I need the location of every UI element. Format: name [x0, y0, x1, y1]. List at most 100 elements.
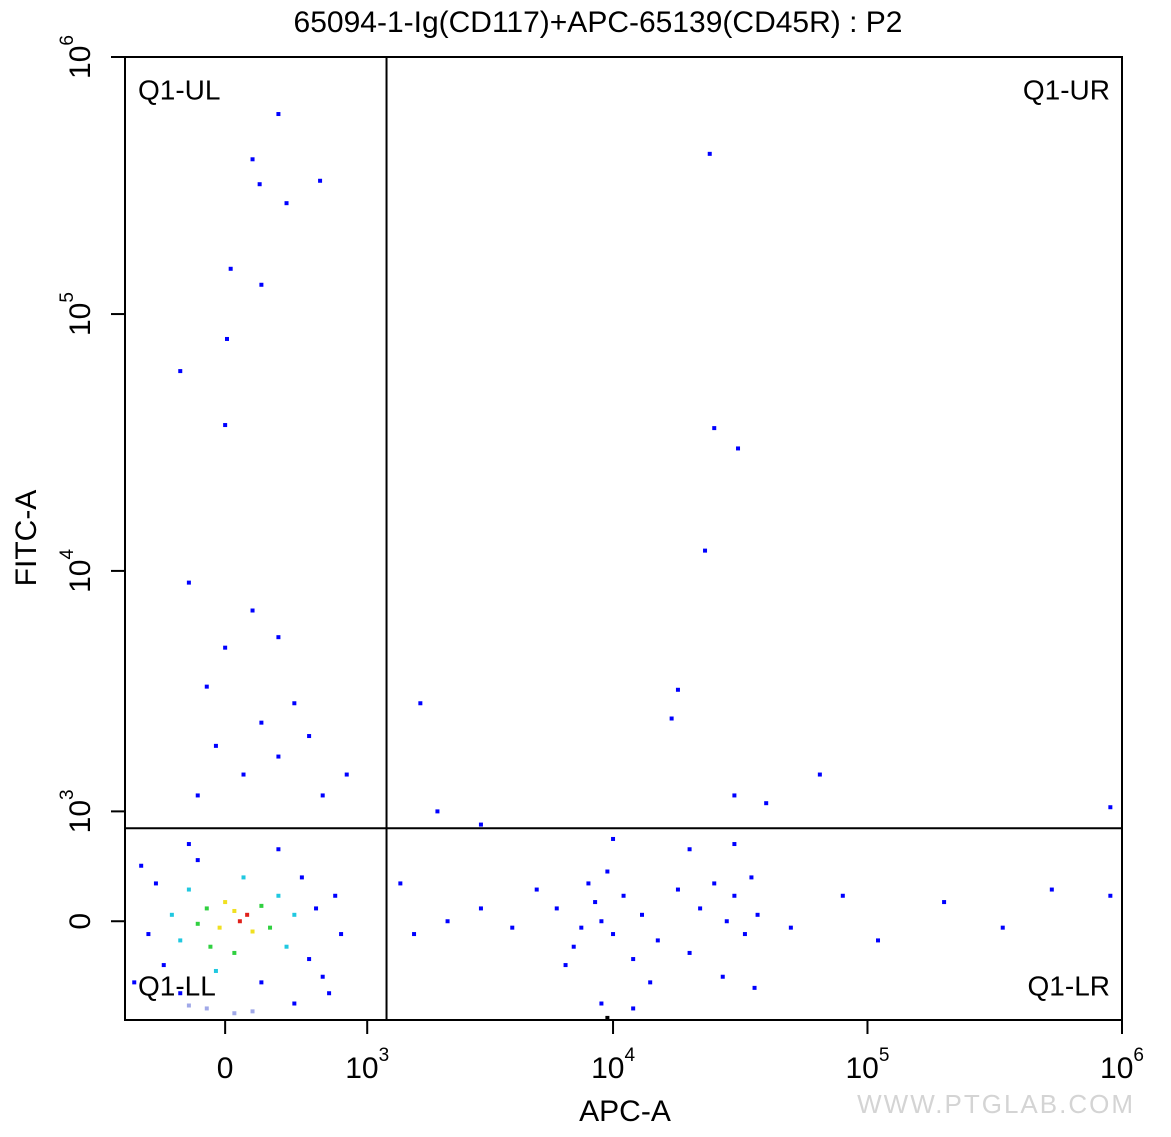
point: [1108, 893, 1113, 898]
plot-frame: [124, 56, 1123, 1021]
quadrant-label: Q1-UR: [1023, 74, 1110, 105]
point: [724, 919, 729, 924]
point: [1000, 925, 1005, 930]
tick-base: 10: [845, 1052, 878, 1085]
point: [276, 754, 281, 759]
point: [655, 938, 660, 943]
point: [554, 906, 559, 911]
point: [178, 938, 183, 943]
point: [687, 950, 692, 955]
point: [510, 925, 515, 930]
point: [237, 919, 242, 924]
tick-base: 10: [591, 1052, 624, 1085]
point: [344, 772, 349, 777]
point: [675, 887, 680, 892]
point: [631, 1006, 636, 1011]
point: [579, 925, 584, 930]
point: [611, 932, 616, 937]
point: [707, 151, 712, 156]
point: [186, 887, 191, 892]
point: [299, 875, 304, 880]
tick-base: 10: [345, 1052, 378, 1085]
point: [876, 938, 881, 943]
point: [732, 842, 737, 847]
point: [223, 423, 228, 428]
point: [213, 968, 218, 973]
point: [840, 893, 845, 898]
point: [241, 772, 246, 777]
y-axis-label: FITC-A: [10, 490, 43, 587]
point: [435, 809, 440, 814]
point: [478, 906, 483, 911]
y-tick-label: 105: [57, 292, 97, 336]
tick-exponent: 4: [624, 1045, 635, 1066]
tick-base: 10: [64, 303, 97, 336]
point: [712, 881, 717, 886]
tick-exponent: 6: [57, 35, 78, 46]
point: [259, 903, 264, 908]
point: [418, 701, 423, 706]
tick-exponent: 3: [379, 1045, 390, 1066]
point: [161, 963, 166, 968]
point: [631, 957, 636, 962]
x-tick-label: 106: [1100, 1045, 1144, 1085]
point: [132, 980, 137, 985]
point: [292, 701, 297, 706]
point: [250, 157, 255, 162]
point: [276, 893, 281, 898]
point: [245, 912, 250, 917]
point: [339, 932, 344, 937]
tick-exponent: 5: [57, 292, 78, 303]
chart-title: 65094-1-Ig(CD117)+APC-65139(CD45R) : P2: [294, 6, 903, 39]
x-tick-label: 105: [845, 1045, 889, 1085]
point: [268, 925, 273, 930]
y-tick-label: 103: [57, 789, 97, 833]
point: [276, 635, 281, 640]
point: [250, 1009, 255, 1014]
point: [213, 743, 218, 748]
point: [534, 887, 539, 892]
point: [224, 336, 229, 341]
point: [732, 893, 737, 898]
point: [146, 932, 151, 937]
point: [318, 178, 323, 183]
point: [698, 906, 703, 911]
point: [327, 991, 332, 996]
point: [232, 908, 237, 913]
point: [314, 906, 319, 911]
point: [1108, 805, 1113, 810]
point: [307, 957, 312, 962]
point: [195, 793, 200, 798]
point: [186, 1003, 191, 1008]
point: [223, 900, 228, 905]
point: [139, 863, 144, 868]
tick-exponent: 3: [57, 789, 78, 800]
point: [276, 112, 281, 117]
point: [259, 720, 264, 725]
tick-exponent: 4: [57, 549, 78, 560]
point: [284, 201, 289, 206]
point: [712, 426, 717, 431]
x-axis-label: APC-A: [579, 1095, 671, 1128]
point: [736, 446, 741, 451]
y-tick-label: 0: [64, 913, 97, 930]
point: [169, 912, 174, 917]
point: [241, 875, 246, 880]
point: [788, 925, 793, 930]
point: [593, 900, 598, 905]
point: [942, 900, 947, 905]
point: [195, 858, 200, 863]
point: [605, 1015, 610, 1020]
tick-base: 10: [64, 46, 97, 79]
point: [675, 687, 680, 692]
point: [195, 921, 200, 926]
tick-base: 10: [64, 800, 97, 833]
point: [232, 950, 237, 955]
point: [586, 881, 591, 886]
point: [1049, 887, 1054, 892]
point: [752, 985, 757, 990]
point: [398, 881, 403, 886]
point: [755, 912, 760, 917]
point: [611, 836, 616, 841]
